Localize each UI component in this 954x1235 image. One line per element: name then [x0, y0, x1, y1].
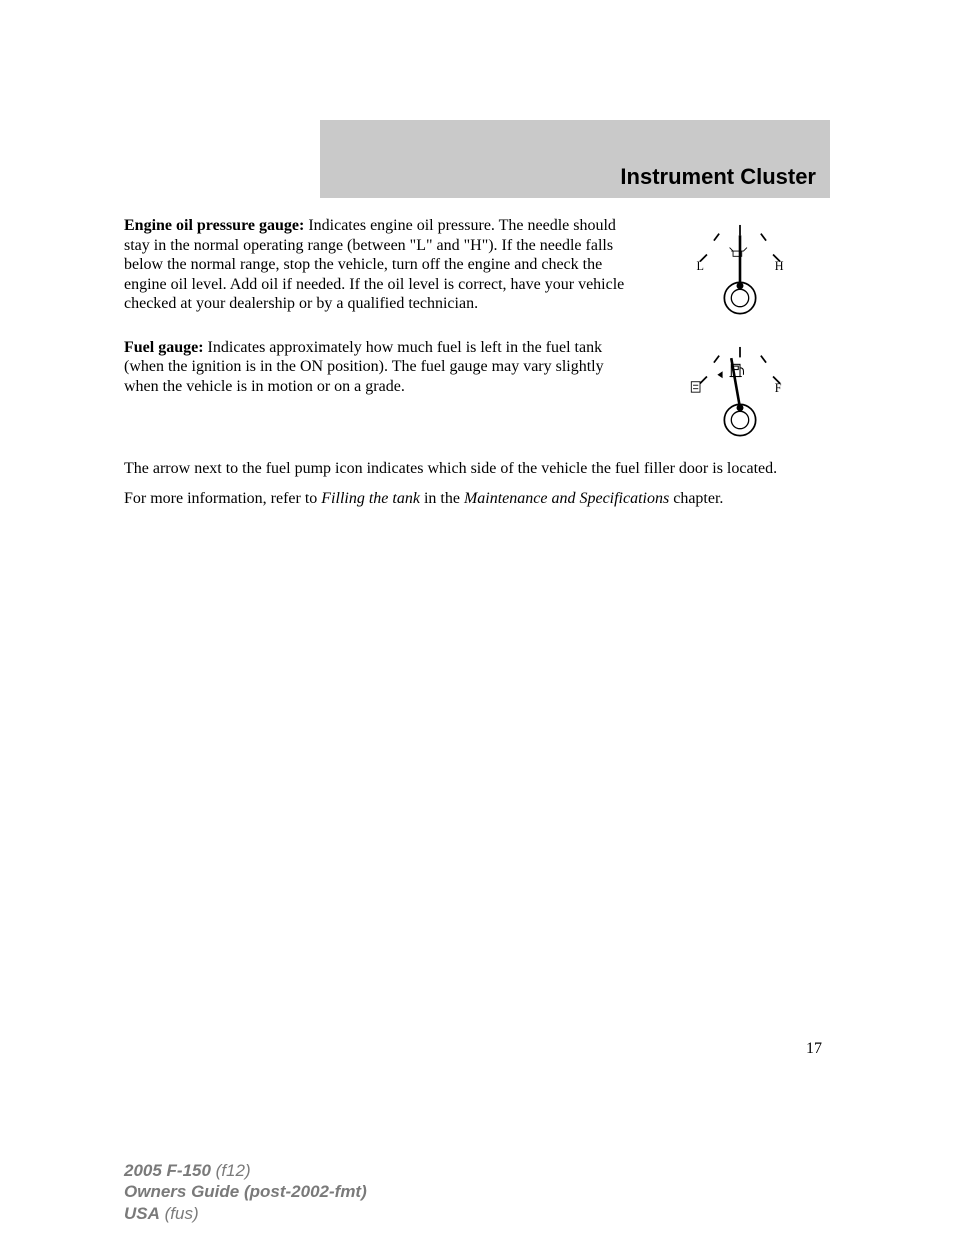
footer-region: USA	[124, 1204, 160, 1223]
footer-guide: Owners Guide (post-2002-fmt)	[124, 1182, 367, 1201]
footer: 2005 F-150 (f12) Owners Guide (post-2002…	[124, 1160, 367, 1224]
fuel-arrow-paragraph: The arrow next to the fuel pump icon ind…	[124, 459, 830, 479]
body-content: L H Engine oil pressure gauge:	[124, 216, 830, 508]
more-info-mid: in the	[420, 490, 464, 507]
oil-pressure-gauge-figure: L H	[650, 218, 830, 324]
header-bar: Instrument Cluster	[320, 120, 830, 198]
footer-model: 2005 F-150	[124, 1161, 211, 1180]
more-info-pre: For more information, refer to	[124, 490, 321, 507]
fuel-left-group	[691, 381, 700, 391]
fuel-gauge-figure: F	[650, 340, 830, 446]
gauge-right-label: F	[775, 381, 782, 395]
fuel-gauge-section: F	[124, 338, 830, 446]
fuel-gauge-icon: F	[650, 340, 830, 440]
fuel-heading: Fuel gauge:	[124, 339, 204, 356]
more-info-post: chapter.	[669, 490, 723, 507]
fuel-arrow-icon	[717, 371, 722, 378]
more-info-paragraph: For more information, refer to Filling t…	[124, 489, 830, 509]
footer-line-3: USA (fus)	[124, 1203, 367, 1224]
oil-can-icon	[730, 248, 747, 257]
section-title: Instrument Cluster	[620, 164, 816, 190]
more-info-ref1: Filling the tank	[321, 490, 420, 507]
page-number: 17	[806, 1040, 822, 1058]
gauge-right-label: H	[775, 259, 784, 273]
footer-region-code: (fus)	[160, 1204, 199, 1223]
footer-line-1: 2005 F-150 (f12)	[124, 1160, 367, 1181]
oil-heading: Engine oil pressure gauge:	[124, 217, 304, 234]
more-info-ref2: Maintenance and Specifications	[464, 490, 669, 507]
oil-gauge-icon: L H	[650, 218, 830, 318]
footer-model-code: (f12)	[211, 1161, 251, 1180]
gauge-left-label: L	[697, 259, 704, 273]
page-content: Instrument Cluster L H	[124, 120, 830, 518]
oil-pressure-section: L H Engine oil pressure gauge:	[124, 216, 830, 324]
footer-line-2: Owners Guide (post-2002-fmt)	[124, 1181, 367, 1202]
